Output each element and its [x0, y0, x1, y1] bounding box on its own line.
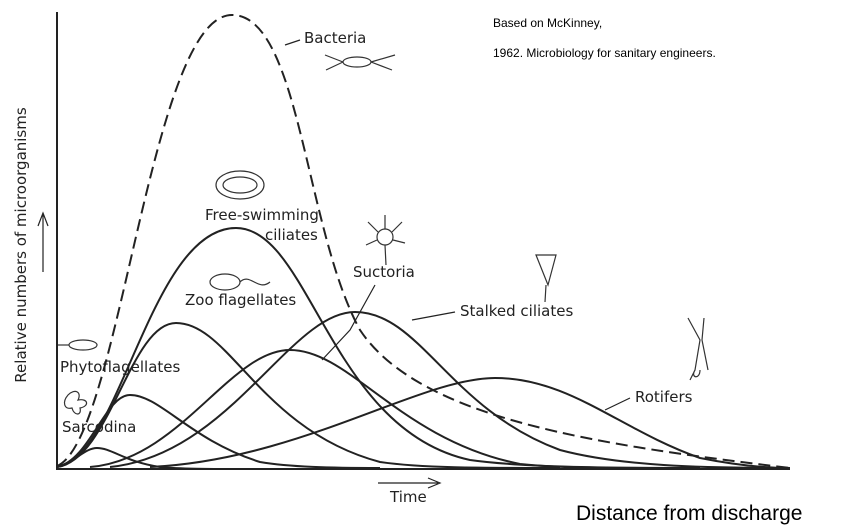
curve-label: Sarcodina: [62, 418, 136, 436]
x-axis-label: Time: [389, 488, 427, 506]
curve-label: Stalked ciliates: [460, 302, 573, 320]
curve-label: Zoo flagellates: [185, 291, 296, 309]
curve-label: Free-swimming: [205, 206, 319, 224]
curve-label: Suctoria: [353, 263, 415, 281]
x-caption: Distance from discharge: [576, 502, 802, 525]
diagram: Based on McKinney, 1962. Microbiology fo…: [0, 0, 864, 526]
curve-label: ciliates: [265, 226, 318, 244]
curve-label: Phytoflagellates: [60, 358, 181, 376]
credit-line: Based on McKinney,: [493, 16, 602, 30]
curve-label: Bacteria: [304, 29, 366, 47]
credit-line: 1962. Microbiology for sanitary engineer…: [493, 46, 716, 60]
y-axis-label: Relative numbers of microorganisms: [12, 107, 30, 383]
curve-label: Rotifers: [635, 388, 693, 406]
